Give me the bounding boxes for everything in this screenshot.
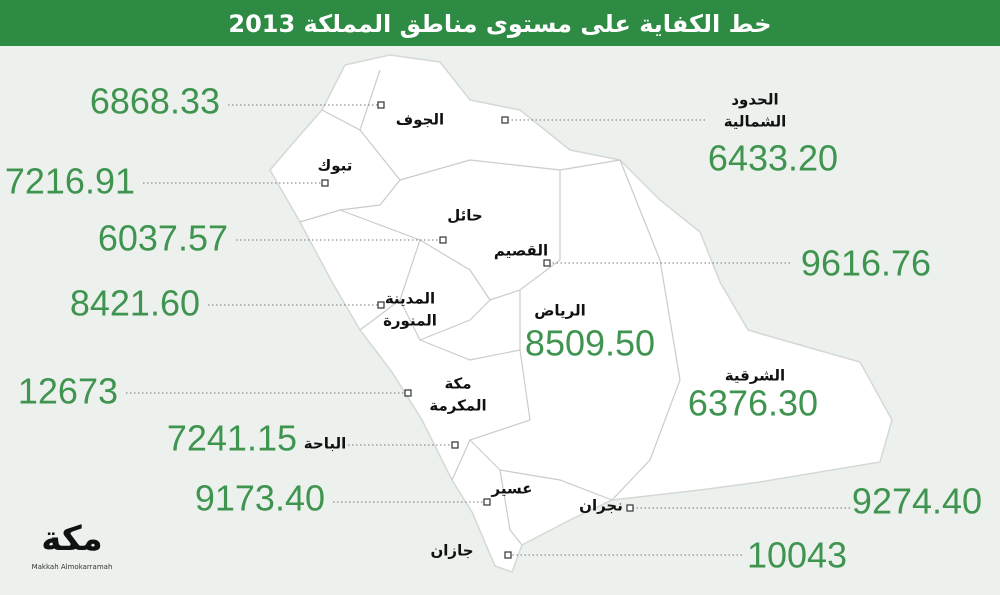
region-name: الحدود [731,91,778,109]
region-marker [483,498,491,506]
region-value: 10043 [747,535,847,576]
region-marker [439,236,447,244]
region-name: حائل [447,207,482,225]
region-value: 9616.76 [801,243,931,284]
region-name: الشمالية [724,113,787,131]
title: خط الكفاية على مستوى مناطق المملكة 2013 [228,10,771,38]
region-marker [404,389,412,397]
region-value: 12673 [18,371,118,412]
region-value: 6376.30 [688,383,818,424]
region-name: الجوف [396,111,444,129]
region-name: جازان [430,542,473,560]
region-name: المكرمة [429,397,486,415]
region-marker [377,101,385,109]
region-value: 7241.15 [167,418,297,459]
logo-caption: Makkah Almokarramah [32,563,113,571]
region-value: 7216.91 [5,161,135,202]
region-value: 6868.33 [90,81,220,122]
logo-mark: مكة [41,519,102,559]
region-name: الباحة [304,435,346,453]
logo: مكة Makkah Almokarramah [32,519,113,571]
region-name: مكة [444,375,471,393]
region-marker [451,441,459,449]
region-marker [543,259,551,267]
region-name: عسير [491,480,533,498]
region-marker [501,116,509,124]
region-value: 9274.40 [852,481,982,522]
region-value: 8421.60 [70,283,200,324]
border [299,109,401,223]
region-value: 9173.40 [195,478,325,519]
region-name: تبوك [318,157,353,175]
region-name: الرياض [534,302,586,320]
region-name: نجران [579,497,623,515]
region-name: المدينة [385,290,435,308]
region-marker [321,179,329,187]
border [359,299,531,481]
map [269,54,893,573]
region-value: 6433.20 [708,138,838,179]
border [359,69,621,181]
region-marker [626,504,634,512]
header-bar [0,0,1000,46]
region-borders [299,69,681,546]
region-name: المنورة [383,312,437,330]
region-marker [504,551,512,559]
region-name: القصيم [494,242,548,260]
region-marker [377,301,385,309]
border [519,159,681,501]
region-name: الشرقية [725,367,785,385]
region-value: 8509.50 [525,323,655,364]
border [469,439,613,546]
region-value: 6037.57 [98,218,228,259]
